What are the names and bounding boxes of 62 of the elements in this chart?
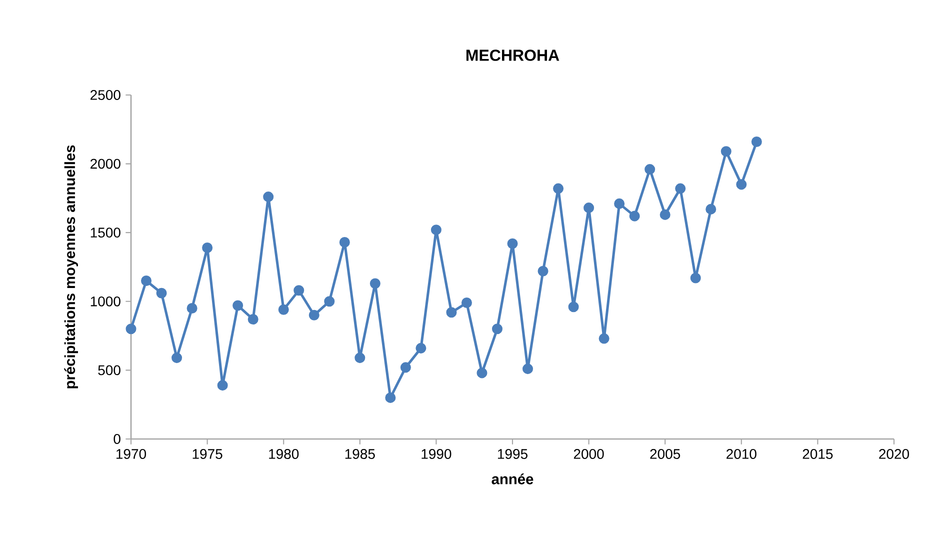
point — [172, 352, 182, 364]
point — [308, 310, 320, 320]
point — [736, 179, 747, 190]
point — [538, 266, 548, 276]
point — [186, 302, 198, 314]
point — [156, 288, 167, 298]
point — [568, 302, 579, 312]
point — [126, 324, 136, 334]
point — [217, 380, 228, 391]
point — [690, 272, 701, 284]
x-tick-label: 2020 — [879, 449, 910, 459]
point — [461, 297, 472, 308]
point — [232, 300, 244, 311]
point — [660, 209, 670, 220]
x-tick-label: 1995 — [498, 449, 528, 459]
point — [278, 304, 289, 315]
point — [598, 333, 610, 344]
point — [294, 285, 304, 296]
y-axis-title: précipitations moyennes annuelles — [64, 145, 78, 388]
y-tick-label: 2000 — [90, 158, 120, 169]
point — [263, 192, 274, 202]
point — [248, 314, 258, 325]
point — [644, 164, 656, 175]
x-tick-label: 2015 — [802, 449, 833, 459]
x-tick-label: 1970 — [116, 449, 146, 459]
point — [446, 307, 457, 318]
point — [416, 342, 426, 354]
point — [584, 202, 594, 214]
point — [751, 136, 762, 148]
y-tick-label: 1500 — [90, 228, 120, 238]
y-tick-label: 1000 — [90, 296, 120, 306]
point — [140, 275, 152, 286]
x-tick-label: 1975 — [192, 449, 222, 459]
point — [370, 278, 380, 289]
point — [400, 362, 411, 373]
point — [507, 238, 518, 249]
x-tick-label: 1985 — [345, 449, 375, 459]
point — [202, 242, 213, 253]
y-tick-label: 2500 — [90, 90, 120, 100]
point — [522, 364, 534, 374]
y-tick-label: 500 — [98, 365, 120, 376]
point — [430, 224, 442, 236]
point — [339, 236, 350, 248]
point — [385, 392, 396, 403]
point — [720, 146, 732, 157]
point — [675, 183, 686, 194]
chart-title: MECHROHA — [466, 50, 560, 61]
x-tick-label: 2005 — [650, 449, 680, 459]
point — [706, 204, 716, 214]
x-tick-label: 1980 — [269, 449, 299, 459]
x-axis-title: année — [492, 473, 534, 484]
x-tick-label: 2000 — [574, 449, 604, 459]
point — [614, 198, 625, 209]
point — [476, 368, 488, 378]
point — [553, 183, 564, 194]
point — [324, 296, 335, 307]
y-tick-label: 0 — [114, 434, 120, 444]
x-tick-label: 2010 — [726, 449, 756, 459]
point — [492, 324, 503, 334]
point — [354, 352, 366, 364]
point — [629, 210, 640, 222]
x-tick-label: 1990 — [422, 449, 452, 459]
